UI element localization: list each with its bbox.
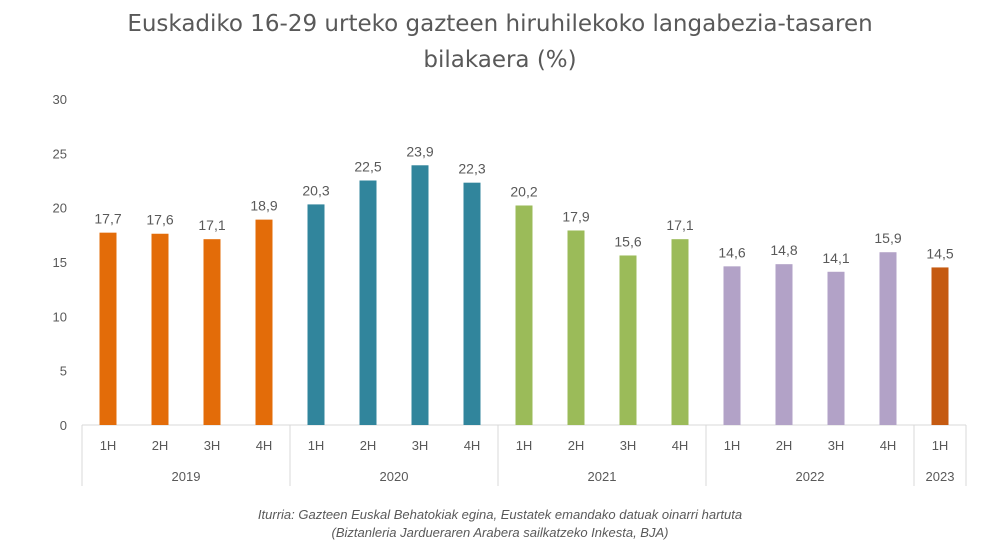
bar xyxy=(775,264,793,425)
data-label: 14,8 xyxy=(770,242,797,258)
data-label: 17,1 xyxy=(198,217,225,233)
x-tick-label: 1H xyxy=(100,438,117,453)
x-tick-label: 2H xyxy=(152,438,169,453)
x-tick-label: 1H xyxy=(308,438,325,453)
x-tick-label: 3H xyxy=(204,438,221,453)
x-tick-label: 4H xyxy=(880,438,897,453)
x-tick-label: 3H xyxy=(828,438,845,453)
x-group-label: 2022 xyxy=(796,469,825,484)
bar xyxy=(723,266,741,425)
data-label: 22,5 xyxy=(354,159,381,175)
bar xyxy=(827,271,845,425)
data-label: 18,9 xyxy=(250,198,277,214)
x-tick-label: 2H xyxy=(776,438,793,453)
y-tick-label: 15 xyxy=(53,255,67,270)
bar xyxy=(515,205,533,425)
data-label: 14,6 xyxy=(718,244,745,260)
bar xyxy=(99,232,117,425)
source-note-line-2: (Biztanleria Jardueraren Arabera sailkat… xyxy=(331,525,669,540)
x-group-label: 2019 xyxy=(172,469,201,484)
chart-title-line-2: bilakaera (%) xyxy=(423,47,577,73)
bar xyxy=(203,239,221,425)
data-label: 17,6 xyxy=(146,212,173,228)
x-tick-label: 4H xyxy=(672,438,689,453)
bar xyxy=(463,182,481,425)
x-group-label: 2023 xyxy=(926,469,955,484)
x-tick-label: 4H xyxy=(256,438,273,453)
x-tick-label: 1H xyxy=(516,438,533,453)
bar xyxy=(879,252,897,425)
data-label: 17,1 xyxy=(666,217,693,233)
x-tick-label: 1H xyxy=(932,438,949,453)
y-tick-label: 30 xyxy=(53,92,67,107)
y-tick-label: 5 xyxy=(60,364,67,379)
x-tick-label: 4H xyxy=(464,438,481,453)
data-label: 22,3 xyxy=(458,161,485,177)
bar xyxy=(931,267,949,425)
data-label: 14,5 xyxy=(926,245,953,261)
chart-title: Euskadiko 16-29 urteko gazteen hiruhilek… xyxy=(0,6,1000,78)
data-label: 17,7 xyxy=(94,211,121,227)
x-tick-label: 2H xyxy=(568,438,585,453)
data-label: 23,9 xyxy=(406,143,433,159)
data-label: 15,6 xyxy=(614,233,641,249)
bar xyxy=(359,180,377,425)
y-tick-label: 10 xyxy=(53,309,67,324)
bar xyxy=(671,239,689,425)
bar xyxy=(255,219,273,425)
bar xyxy=(619,255,637,425)
y-tick-label: 20 xyxy=(53,201,67,216)
x-tick-label: 3H xyxy=(412,438,429,453)
chart-title-line-1: Euskadiko 16-29 urteko gazteen hiruhilek… xyxy=(127,11,873,37)
bar xyxy=(151,233,169,425)
data-label: 17,9 xyxy=(562,208,589,224)
bar xyxy=(567,230,585,425)
data-label: 20,2 xyxy=(510,183,537,199)
source-note-line-1: Iturria: Gazteen Euskal Behatokiak egina… xyxy=(257,507,743,522)
x-tick-label: 3H xyxy=(620,438,637,453)
x-group-label: 2020 xyxy=(380,469,409,484)
data-label: 20,3 xyxy=(302,182,329,198)
bar xyxy=(411,165,429,425)
data-label: 14,1 xyxy=(822,250,849,266)
bar xyxy=(307,204,325,425)
y-tick-label: 0 xyxy=(60,418,67,433)
x-tick-label: 2H xyxy=(360,438,377,453)
y-tick-label: 25 xyxy=(53,146,67,161)
data-label: 15,9 xyxy=(874,230,901,246)
x-tick-label: 1H xyxy=(724,438,741,453)
source-note: Iturria: Gazteen Euskal Behatokiak egina… xyxy=(0,506,1000,542)
x-group-label: 2021 xyxy=(588,469,617,484)
